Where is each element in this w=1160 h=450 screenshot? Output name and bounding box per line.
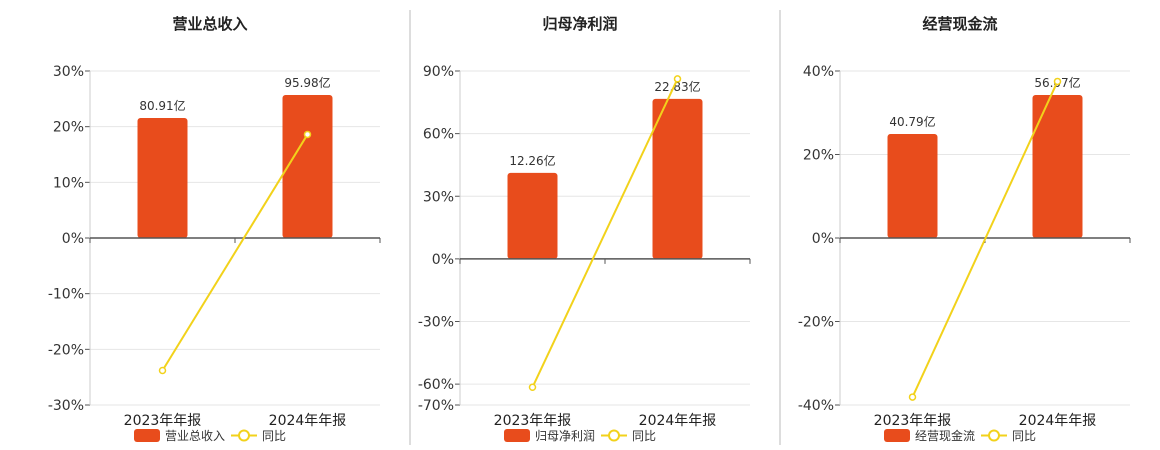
yoy-line bbox=[531, 78, 679, 388]
bar-1 bbox=[887, 134, 938, 238]
legend-bar-label: 营业总收入 bbox=[165, 429, 225, 443]
yoy-point-2 bbox=[673, 75, 682, 83]
bar-2 bbox=[1032, 95, 1083, 238]
y-tick-label: -30% bbox=[418, 315, 454, 331]
yoy-line bbox=[911, 81, 1059, 398]
y-tick-label: 40% bbox=[803, 64, 834, 80]
y-tick-label: 20% bbox=[53, 120, 84, 136]
legend-line-label: 同比 bbox=[632, 429, 656, 443]
legend-bar-label: 归母净利润 bbox=[535, 429, 595, 443]
y-tick-label: 10% bbox=[53, 175, 84, 191]
y-tick-label: 30% bbox=[423, 189, 454, 205]
yoy-point-2 bbox=[1053, 77, 1062, 86]
bar-1 bbox=[507, 172, 558, 259]
x-tick-label: 2023年年报 bbox=[874, 413, 952, 429]
y-tick-label: -20% bbox=[48, 342, 84, 358]
yoy-point-1 bbox=[528, 383, 537, 392]
legend-bar-swatch bbox=[134, 429, 160, 442]
legend-line-label: 同比 bbox=[1012, 429, 1036, 443]
yoy-point-2 bbox=[303, 130, 312, 139]
legend-bar-label: 经营现金流 bbox=[915, 428, 975, 443]
y-tick-label: 60% bbox=[423, 127, 454, 143]
y-tick-label: 90% bbox=[423, 64, 454, 80]
y-tick-label: -20% bbox=[798, 315, 834, 331]
y-tick-label: -10% bbox=[48, 287, 84, 303]
chart-title: 经营现金流 bbox=[922, 15, 997, 33]
x-tick-label: 2024年年报 bbox=[1019, 413, 1097, 429]
bar-label-2: 95.98亿 bbox=[284, 75, 330, 90]
yoy-point-1 bbox=[908, 393, 917, 401]
bar-2 bbox=[282, 95, 333, 238]
y-tick-label: 0% bbox=[62, 231, 84, 247]
yoy-line bbox=[161, 133, 309, 372]
y-tick-label: 0% bbox=[432, 252, 454, 268]
bar-1 bbox=[137, 118, 188, 238]
x-tick-label: 2024年年报 bbox=[639, 413, 717, 429]
chart-3: 经营现金流-40%-20%0%20%40%40.79亿2023年年报56.07亿… bbox=[798, 15, 1131, 443]
y-tick-label: -40% bbox=[798, 398, 834, 414]
bar-label-2: 22.83亿 bbox=[654, 79, 700, 94]
bar-label-1: 12.26亿 bbox=[509, 153, 555, 168]
legend-bar-swatch bbox=[504, 429, 530, 442]
legend-bar-swatch bbox=[884, 429, 910, 442]
bar-label-1: 80.91亿 bbox=[139, 98, 185, 113]
legend-line-label: 同比 bbox=[262, 429, 286, 443]
y-tick-label: -70% bbox=[418, 398, 454, 414]
y-tick-label: 30% bbox=[53, 64, 84, 80]
yoy-point-1 bbox=[158, 366, 167, 375]
bar-label-1: 40.79亿 bbox=[889, 114, 935, 129]
y-tick-label: 0% bbox=[812, 231, 834, 247]
legend-line-marker bbox=[988, 429, 1000, 442]
y-tick-label: -60% bbox=[418, 377, 454, 393]
x-tick-label: 2023年年报 bbox=[494, 413, 572, 429]
y-tick-label: -30% bbox=[48, 398, 84, 414]
chart-1: 营业总收入 -30% -20% -10% 0% 10% 20% 30% 80.91亿 2023年年… bbox=[48, 15, 381, 443]
legend-line-marker bbox=[238, 429, 250, 442]
chart-title: 归母净利润 bbox=[542, 15, 617, 33]
legend-line-marker bbox=[608, 429, 620, 442]
x-tick-label: 2024年年报 bbox=[269, 413, 347, 429]
chart-2: 归母净利润 -70% -60% -30% 0% 30% 60% 90% 12.26亿 2023年年… bbox=[418, 15, 751, 443]
bar-2 bbox=[652, 98, 703, 259]
chart-title: 营业总收入 bbox=[172, 15, 247, 33]
y-tick-label: 20% bbox=[803, 148, 834, 164]
x-tick-label: 2023年年报 bbox=[124, 413, 202, 429]
